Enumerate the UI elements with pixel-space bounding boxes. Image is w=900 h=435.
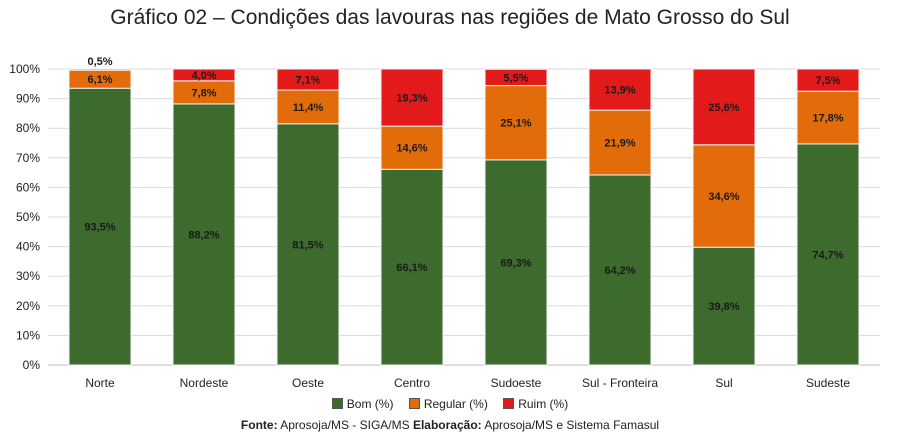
chart-title: Gráfico 02 – Condições das lavouras nas …: [0, 6, 900, 30]
title-separator: –: [207, 6, 231, 29]
bar-ruim: [68, 68, 132, 71]
bar-bom: [276, 123, 340, 366]
data-label-ruim: 13,9%: [604, 85, 635, 97]
category-label: Norte: [85, 376, 115, 390]
bar-ruim: [380, 68, 444, 127]
y-tick-label: 100%: [9, 62, 40, 76]
category-label: Centro: [394, 376, 430, 390]
data-label-ruim: 0,5%: [87, 56, 112, 68]
bar-ruim: [796, 68, 860, 92]
data-label-ruim: 4,0%: [191, 70, 216, 82]
bars: [68, 68, 860, 366]
stacked-bar-chart: 0% 10% 20% 30% 40% 50% 60% 70% 80% 90% 100% 93,5% 6…: [9, 56, 880, 390]
y-tick-label: 80%: [16, 121, 40, 135]
legend-label-ruim: Ruim (%): [518, 397, 569, 411]
y-tick-label: 30%: [16, 269, 40, 283]
category-label: Sudoeste: [491, 376, 542, 390]
data-label-bom: 64,2%: [604, 265, 635, 277]
x-axis: Norte Nordeste Oeste Centro Sudoeste Sul - Fr…: [85, 376, 850, 390]
legend-item-bom: Bom (%): [331, 397, 394, 411]
data-label-regular: 14,6%: [396, 143, 427, 155]
y-tick-label: 0%: [23, 358, 41, 372]
legend-label-regular: Regular (%): [423, 397, 488, 411]
data-label-regular: 11,4%: [293, 102, 324, 114]
bar-ruim: [484, 68, 548, 87]
bar-ruim: [692, 68, 756, 146]
data-label-bom: 39,8%: [708, 301, 739, 313]
data-labels: 93,5% 6,1% 0,5% 88,2% 7,8% 4,0% 81,5% 11,4% 7,1%…: [84, 56, 843, 313]
data-label-ruim: 19,3%: [396, 93, 427, 105]
y-tick-label: 60%: [16, 180, 40, 194]
source-fonte-label: Fonte:: [240, 418, 278, 432]
data-label-regular: 34,6%: [708, 191, 739, 203]
data-label-bom: 93,5%: [84, 222, 115, 234]
bar-ruim: [276, 68, 340, 91]
y-tick-label: 20%: [16, 299, 40, 313]
y-tick-label: 70%: [16, 151, 40, 165]
source-note: Fonte: Aprosoja/MS - SIGA/MS Elaboração:…: [0, 418, 900, 432]
y-tick-label: 90%: [16, 92, 40, 106]
y-tick-label: 50%: [16, 210, 40, 224]
source-elaboracao-text: Aprosoja/MS e Sistema Famasul: [484, 418, 660, 432]
data-label-bom: 88,2%: [188, 229, 219, 241]
data-label-bom: 81,5%: [292, 239, 323, 251]
data-label-bom: 66,1%: [396, 262, 427, 274]
y-tick-label: 10%: [16, 328, 40, 342]
title-text: Condições das lavouras nas regiões de Ma…: [230, 6, 790, 29]
y-axis: 0% 10% 20% 30% 40% 50% 60% 70% 80% 90% 100%: [9, 62, 880, 372]
data-label-ruim: 25,6%: [708, 102, 739, 114]
category-label: Sudeste: [806, 376, 850, 390]
data-label-ruim: 7,1%: [295, 75, 320, 87]
source-fonte-text: Aprosoja/MS - SIGA/MS: [280, 418, 410, 432]
category-label: Sul - Fronteira: [582, 376, 658, 390]
legend: Bom (%) Regular (%) Ruim (%): [0, 397, 900, 411]
legend-item-ruim: Ruim (%): [503, 397, 568, 411]
bar-bom: [484, 159, 548, 366]
category-label: Oeste: [292, 376, 324, 390]
data-label-regular: 7,8%: [191, 87, 216, 99]
bar-bom: [380, 168, 444, 366]
bar-ruim: [172, 68, 236, 82]
data-label-ruim: 7,5%: [815, 75, 840, 87]
bar-bom: [588, 174, 652, 366]
category-label: Sul: [715, 376, 732, 390]
bar-bom: [692, 246, 756, 366]
data-label-regular: 25,1%: [500, 118, 531, 130]
bar-regular: [484, 85, 548, 161]
data-label-regular: 21,9%: [604, 138, 635, 150]
source-elaboracao-label: Elaboração:: [412, 418, 482, 432]
bar-regular: [588, 109, 652, 176]
data-label-bom: 74,7%: [812, 249, 843, 261]
data-label-bom: 69,3%: [500, 257, 531, 269]
bar-bom: [796, 143, 860, 366]
bar-regular: [380, 125, 444, 170]
legend-swatch-bom: [331, 398, 343, 409]
legend-item-regular: Regular (%): [408, 397, 488, 411]
data-label-regular: 6,1%: [87, 74, 112, 86]
legend-label-bom: Bom (%): [346, 397, 394, 411]
y-tick-label: 40%: [16, 240, 40, 254]
data-label-ruim: 5,5%: [503, 72, 528, 84]
title-prefix: Gráfico 02: [110, 6, 208, 29]
category-label: Nordeste: [180, 376, 229, 390]
legend-swatch-ruim: [503, 398, 515, 409]
bar-ruim: [588, 68, 652, 111]
legend-swatch-regular: [408, 398, 420, 409]
data-label-regular: 17,8%: [812, 113, 843, 125]
